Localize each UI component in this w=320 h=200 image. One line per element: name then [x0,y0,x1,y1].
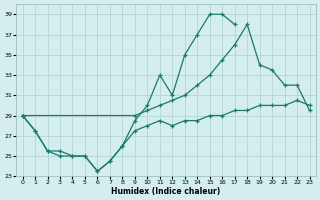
X-axis label: Humidex (Indice chaleur): Humidex (Indice chaleur) [111,187,221,196]
